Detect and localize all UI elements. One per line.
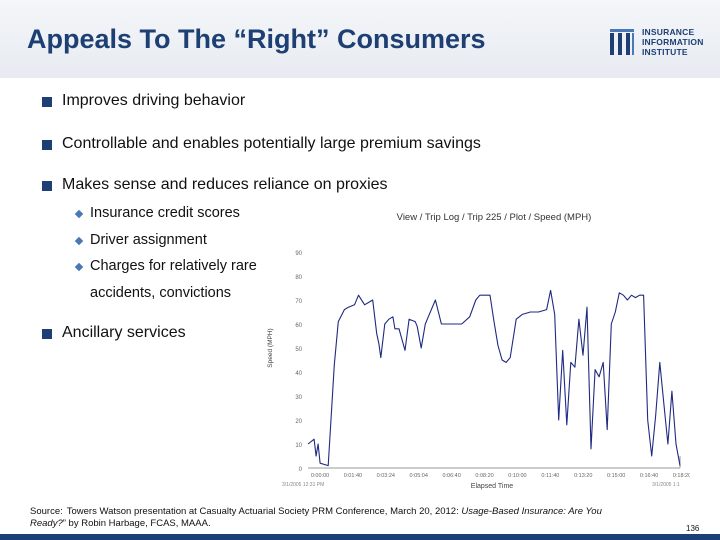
source-label: Source:	[30, 506, 63, 517]
x-end-label: 3/1/2005 1:1	[652, 482, 680, 488]
y-tick-label: 90	[295, 251, 302, 257]
bottom-bar	[0, 534, 720, 540]
y-tick-label: 80	[295, 275, 302, 281]
speed-series-line	[307, 289, 681, 467]
y-tick-label: 60	[295, 323, 302, 329]
x-axis-label: Elapsed Time	[471, 483, 514, 490]
iii-logo-text: INSURANCE INFORMATION INSTITUTE	[642, 27, 704, 57]
x-tick-label: 0:15:00	[607, 473, 625, 479]
logo-line-3: INSTITUTE	[642, 47, 688, 57]
y-tick-label: 0	[299, 467, 303, 473]
y-tick-label: 20	[295, 419, 302, 425]
diamond-bullet-icon	[74, 236, 84, 246]
y-axis-label: Speed (MPH)	[267, 328, 274, 367]
slide-header: Appeals To The “Right” Consumers INSURAN…	[0, 0, 720, 78]
x-tick-label: 0:08:20	[475, 473, 493, 479]
y-tick-label: 50	[295, 347, 302, 353]
logo-line-2: INFORMATION	[642, 37, 704, 47]
y-tick-label: 40	[295, 371, 302, 377]
square-bullet-icon	[42, 181, 52, 191]
y-tick-label: 30	[295, 395, 302, 401]
x-tick-label: 0:06:40	[442, 473, 460, 479]
source-author: ” by Robin Harbage, FCAS, MAAA.	[62, 518, 211, 529]
chart-title: View / Trip Log / Trip 225 / Plot / Spee…	[397, 212, 592, 223]
iii-logo-icon	[610, 29, 634, 55]
bullet-text: Makes sense and reduces reliance on prox…	[62, 176, 388, 193]
x-tick-label: 0:11:40	[541, 473, 559, 479]
speed-chart: View / Trip Log / Trip 225 / Plot / Spee…	[262, 200, 690, 490]
bullet-text: Improves driving behavior	[62, 92, 246, 109]
x-tick-label: 0:05:04	[410, 473, 428, 479]
source-title: Usage-Based Insurance: Are You Ready?	[30, 506, 602, 529]
square-bullet-icon	[42, 329, 52, 339]
sub-bullet-text: Charges for relatively rare	[90, 258, 257, 274]
x-tick-label: 0:13:20	[574, 473, 592, 479]
speed-chart-svg: View / Trip Log / Trip 225 / Plot / Spee…	[267, 212, 690, 490]
x-tick-label: 0:10:00	[508, 473, 526, 479]
diamond-bullet-icon	[74, 209, 84, 219]
sub-bullet-text: Driver assignment	[90, 232, 207, 248]
bullet-text: Controllable and enables potentially lar…	[62, 135, 481, 152]
square-bullet-icon	[42, 140, 52, 150]
sub-bullet-text: Insurance credit scores	[90, 205, 240, 221]
source-text: Towers Watson presentation at Casualty A…	[66, 506, 462, 517]
x-tick-label: 0:18:20	[673, 473, 690, 479]
iii-logo: INSURANCE INFORMATION INSTITUTE	[610, 26, 710, 60]
x-tick-label: 0:03:24	[377, 473, 395, 479]
bullet-text: Ancillary services	[62, 324, 186, 341]
x-tick-label: 0:16:40	[640, 473, 658, 479]
y-tick-label: 10	[295, 443, 302, 449]
square-bullet-icon	[42, 97, 52, 107]
x-tick-label: 0:01:40	[344, 473, 362, 479]
diamond-bullet-icon	[74, 262, 84, 272]
page-number: 136	[686, 524, 700, 533]
source-note: Source: Towers Watson presentation at Cas…	[30, 506, 630, 530]
x-tick-label: 0:00:00	[311, 473, 329, 479]
x-start-label: 3/1/2005 12:31 PM	[282, 482, 324, 488]
slide-title: Appeals To The “Right” Consumers	[27, 24, 486, 54]
sub-bullet-text: accidents, convictions	[90, 285, 232, 301]
y-tick-label: 70	[295, 299, 302, 305]
logo-line-1: INSURANCE	[642, 27, 695, 37]
